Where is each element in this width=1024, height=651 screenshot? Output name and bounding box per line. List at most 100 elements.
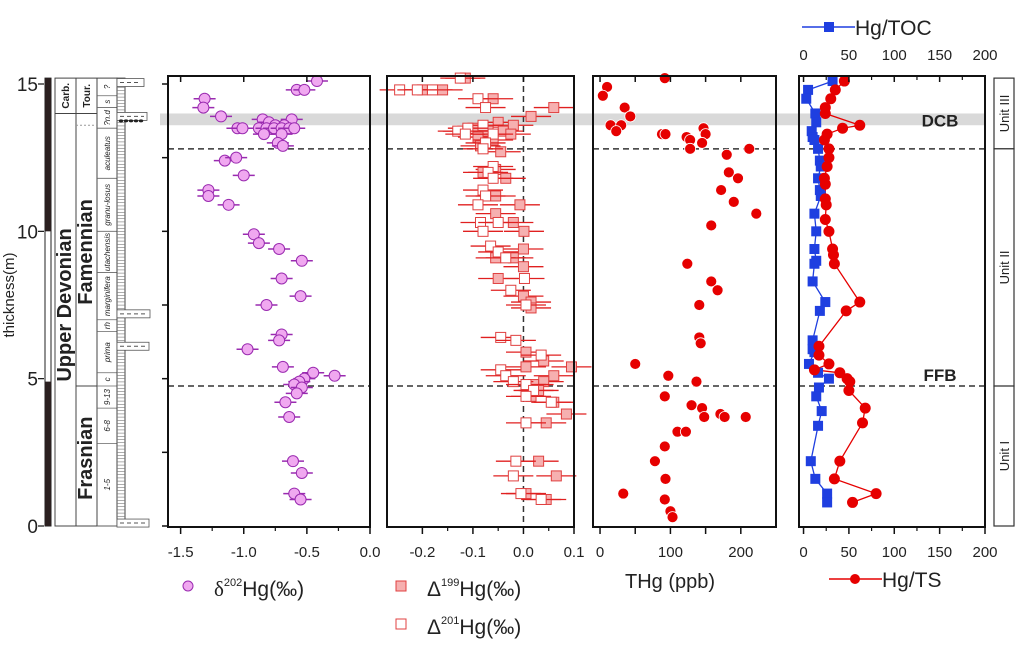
hg-ts-point (843, 384, 855, 396)
x-tick-label-top: 100 (882, 47, 907, 64)
d201-point (520, 299, 532, 311)
d199-point (565, 361, 577, 373)
d201-point (535, 349, 547, 361)
hg-ts-point (834, 455, 846, 467)
unit-box (993, 385, 1015, 527)
hg-ts-point (828, 258, 840, 270)
hg-ts-point (808, 364, 820, 376)
d202-point (276, 360, 289, 373)
x-tick-label: -1.0 (231, 544, 257, 561)
d199-point (517, 261, 529, 273)
hg-toc-point (809, 134, 820, 145)
thg-point (681, 257, 694, 270)
thg-point (715, 184, 727, 196)
thg-point (685, 399, 698, 412)
thg-point (693, 299, 706, 311)
hg-ts-point (819, 178, 831, 190)
hg-toc-point (809, 208, 820, 219)
d199-point (548, 370, 560, 382)
x-tick-label: -0.1 (460, 544, 486, 561)
thg-point (658, 440, 671, 453)
zone-label: 6-8 (103, 419, 112, 431)
thg-point (720, 148, 733, 161)
shale-bed (116, 309, 151, 319)
x-tick-label: 100 (658, 544, 683, 561)
d201-point (411, 84, 423, 96)
hg-ts-point (819, 214, 831, 226)
zone-label: 1-5 (103, 478, 112, 490)
dcb-band-group (160, 113, 985, 126)
hg-ts-point (823, 358, 835, 370)
hg-toc-point (816, 406, 827, 417)
d201-point (492, 216, 504, 228)
legend-open-square-marker (395, 618, 407, 630)
x-tick-label-bottom: 100 (882, 544, 907, 561)
hg-toc-point (811, 226, 822, 237)
hg-ts-point (823, 225, 835, 237)
thg-point (666, 511, 679, 524)
hg-toc-point (822, 497, 833, 508)
d202-point (230, 151, 243, 164)
hg-toc-point (810, 108, 821, 119)
d202-point (222, 198, 235, 211)
hg-toc-point (814, 305, 825, 316)
stratigraphic-column: Carb. Tour. Upper Devonian Famennian Frasnia… (54, 77, 151, 528)
conglomerate-symbol (138, 119, 144, 123)
hg-toc-point (823, 373, 834, 384)
d201-point (515, 488, 527, 500)
d202-point (310, 75, 323, 88)
d202-point (236, 122, 249, 135)
zone-label: ?n.d (103, 110, 112, 126)
hg-toc-point (809, 244, 820, 255)
zone-label: 9-13 (103, 389, 112, 406)
d202-point (288, 122, 301, 135)
d201-point (500, 370, 512, 382)
dcb-band (160, 113, 985, 126)
d199-point (550, 470, 562, 482)
zone-label: rh (103, 322, 112, 330)
hg-ts-point (844, 376, 856, 388)
x-tick-label-bottom: 150 (927, 544, 952, 561)
x-tick-label-top: 50 (841, 47, 858, 64)
d202-point (286, 455, 299, 468)
legend-circle-red-marker (850, 574, 860, 584)
d201-point (505, 284, 517, 296)
d199-point (517, 243, 529, 255)
d201-point (477, 119, 489, 131)
hg-ts-point (827, 249, 839, 261)
d201-point (492, 246, 504, 258)
thg-point (732, 172, 744, 185)
d201-legend: Δ201Hg(‰) (395, 615, 521, 639)
d202-point (197, 101, 210, 114)
hg-toc-point (813, 420, 824, 431)
hg-toc-point (827, 76, 838, 87)
d201-point (472, 93, 484, 105)
d199-point (518, 225, 530, 237)
d201-point (545, 396, 557, 408)
d201-legend-label: Δ201Hg(‰) (427, 615, 521, 639)
d199-point (560, 408, 572, 420)
hg-ts-point (813, 349, 825, 361)
d202-point (294, 493, 307, 506)
d202-point (273, 243, 286, 256)
d202-point (279, 396, 292, 409)
d199-point (492, 272, 504, 284)
d199-point (520, 346, 532, 358)
d201-point (535, 493, 547, 505)
thg-point (698, 411, 711, 423)
hg-toc-legend-label: Hg/TOC (855, 17, 932, 40)
thg-point (694, 337, 707, 350)
hg-toc-point (811, 117, 822, 128)
system-upper-devonian-label: Upper Devonian (54, 228, 76, 381)
shale-bed (116, 518, 150, 528)
x-tick-label: 0.0 (513, 544, 534, 561)
d201-point (487, 172, 499, 184)
panel-frame (592, 75, 777, 528)
thg-point (596, 89, 609, 102)
hg-ts-point (854, 119, 866, 131)
hg-toc-point (822, 488, 833, 499)
hg-toc-point (811, 391, 822, 402)
hg-toc-point (814, 185, 825, 196)
hg-toc-point (813, 143, 824, 154)
hg-toc-point (813, 382, 824, 393)
